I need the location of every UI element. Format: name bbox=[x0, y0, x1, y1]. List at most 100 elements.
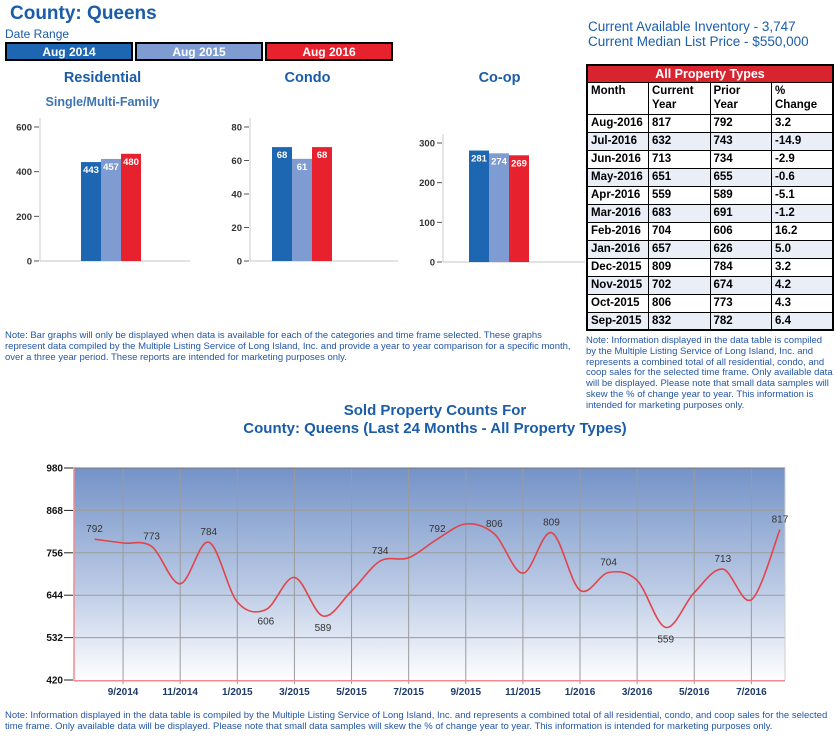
legend-item-aug-2014[interactable]: Aug 2014 bbox=[5, 42, 133, 61]
line-chart-title-line1: Sold Property Counts For bbox=[343, 402, 527, 419]
bar-aug-2014 bbox=[272, 147, 292, 261]
bar-value-label: 443 bbox=[83, 165, 99, 176]
table-cell: 632 bbox=[648, 131, 711, 151]
table-cell: 691 bbox=[709, 203, 772, 223]
point-label: 559 bbox=[657, 634, 674, 645]
y-tick-label: 80 bbox=[231, 123, 242, 134]
y-tick-label: 980 bbox=[46, 464, 63, 475]
x-tick-label: 9/2014 bbox=[108, 687, 139, 698]
note-bar-graphs: Note: Bar graphs will only be displayed … bbox=[5, 330, 571, 363]
point-label: 606 bbox=[258, 617, 275, 628]
bar-aug-2016 bbox=[312, 147, 332, 261]
bar-aug-2015 bbox=[292, 158, 312, 261]
table-cell: 832 bbox=[648, 311, 711, 331]
table-cell: Jan-2016 bbox=[586, 239, 649, 259]
plot-area bbox=[74, 468, 785, 680]
x-tick-label: 1/2016 bbox=[565, 687, 596, 698]
table-cell: -5.1 bbox=[771, 185, 834, 205]
x-tick-label: 3/2016 bbox=[622, 687, 653, 698]
table-row: Aug-2016 817 792 3.2 bbox=[586, 113, 834, 133]
table-cell: 704 bbox=[648, 221, 711, 241]
table-cell: Apr-2016 bbox=[586, 185, 649, 205]
table-row: May-2016 651 655 -0.6 bbox=[586, 167, 834, 187]
y-tick-label: 200 bbox=[16, 212, 32, 223]
bar-value-label: 274 bbox=[491, 156, 508, 167]
y-tick-label: 100 bbox=[419, 218, 435, 229]
table-cell: 806 bbox=[648, 293, 711, 313]
point-label: 809 bbox=[543, 518, 560, 529]
x-tick-label: 11/2014 bbox=[162, 687, 198, 698]
x-tick-label: 9/2015 bbox=[450, 687, 481, 698]
x-tick-label: 7/2015 bbox=[393, 687, 424, 698]
bar-value-label: 281 bbox=[471, 154, 488, 165]
y-tick-label: 532 bbox=[46, 633, 63, 644]
x-tick-label: 7/2016 bbox=[736, 687, 767, 698]
point-label: 792 bbox=[429, 524, 446, 535]
current-inventory-text: Current Available Inventory - 3,747 bbox=[588, 19, 796, 34]
table-cell: 606 bbox=[709, 221, 772, 241]
table-cell: 817 bbox=[648, 113, 711, 133]
column-header-current: Current Year bbox=[648, 81, 711, 115]
x-tick-label: 3/2015 bbox=[279, 687, 310, 698]
table-title: All Property Types bbox=[586, 64, 834, 83]
table-row: Oct-2015 806 773 4.3 bbox=[586, 293, 834, 313]
table-cell: Oct-2015 bbox=[586, 293, 649, 313]
point-label: 589 bbox=[315, 623, 332, 634]
table-row: Sep-2015 832 782 6.4 bbox=[586, 311, 834, 331]
y-tick-label: 40 bbox=[231, 190, 242, 201]
bar-aug-2016 bbox=[121, 153, 141, 261]
sold-counts-line-chart: 9/2014 11/2014 1/2015 3/2015 5/2015 7/2015 9/2… bbox=[46, 464, 788, 699]
table-row: Dec-2015 809 784 3.2 bbox=[586, 257, 834, 277]
all-property-types-table: All Property Types Month Current Year Prior… bbox=[586, 64, 834, 331]
table-cell: 657 bbox=[648, 239, 711, 259]
table-cell: 3.2 bbox=[771, 113, 834, 133]
y-tick-label: 20 bbox=[231, 223, 242, 234]
table-row: Jul-2016 632 743 -14.9 bbox=[586, 131, 834, 151]
table-cell: Jul-2016 bbox=[586, 131, 649, 151]
table-cell: -0.6 bbox=[771, 167, 834, 187]
point-label: 773 bbox=[143, 531, 160, 542]
legend-item-aug-2015[interactable]: Aug 2015 bbox=[135, 42, 263, 61]
bar-aug-2014 bbox=[81, 162, 101, 261]
point-label: 792 bbox=[86, 524, 103, 535]
table-row: Jan-2016 657 626 5.0 bbox=[586, 239, 834, 259]
bar-value-label: 68 bbox=[317, 150, 328, 161]
bar-aug-2014 bbox=[469, 150, 489, 262]
table-cell: 713 bbox=[648, 149, 711, 169]
table-cell: Dec-2015 bbox=[586, 257, 649, 277]
table-cell: Aug-2016 bbox=[586, 113, 649, 133]
residential-bar-chart: 0 200 400 600 443 457 480 bbox=[16, 118, 190, 268]
table-cell: 743 bbox=[709, 131, 772, 151]
table-cell: Feb-2016 bbox=[586, 221, 649, 241]
x-tick-label: 5/2015 bbox=[336, 687, 367, 698]
table-cell: 773 bbox=[709, 293, 772, 313]
condo-chart-title: Condo bbox=[284, 70, 331, 86]
column-header-prior: Prior Year bbox=[709, 81, 772, 115]
table-cell: Nov-2015 bbox=[586, 275, 649, 295]
residential-chart-title: Residential bbox=[63, 70, 142, 86]
point-label: 704 bbox=[600, 557, 617, 568]
table-cell: 702 bbox=[648, 275, 711, 295]
table-row: Mar-2016 683 691 -1.2 bbox=[586, 203, 834, 223]
table-cell: Sep-2015 bbox=[586, 311, 649, 331]
legend-item-aug-2016[interactable]: Aug 2016 bbox=[265, 42, 393, 61]
point-label: 713 bbox=[714, 554, 731, 565]
point-label: 734 bbox=[372, 546, 389, 557]
table-cell: 4.2 bbox=[771, 275, 834, 295]
bar-value-label: 61 bbox=[297, 162, 308, 173]
point-label: 784 bbox=[200, 527, 217, 538]
table-cell: 784 bbox=[709, 257, 772, 277]
table-cell: Jun-2016 bbox=[586, 149, 649, 169]
table-row: Apr-2016 559 589 -5.1 bbox=[586, 185, 834, 205]
bar-value-label: 269 bbox=[511, 158, 527, 169]
table-cell: 674 bbox=[709, 275, 772, 295]
y-tick-label: 0 bbox=[430, 258, 435, 269]
table-cell: 5.0 bbox=[771, 239, 834, 259]
table-row: Nov-2015 702 674 4.2 bbox=[586, 275, 834, 295]
y-tick-label: 420 bbox=[46, 676, 63, 687]
table-cell: May-2016 bbox=[586, 167, 649, 187]
residential-chart-subtitle: Single/Multi-Family bbox=[45, 95, 160, 109]
y-tick-label: 0 bbox=[237, 257, 242, 268]
sold-counts-line bbox=[94, 523, 781, 629]
table-cell: 589 bbox=[709, 185, 772, 205]
